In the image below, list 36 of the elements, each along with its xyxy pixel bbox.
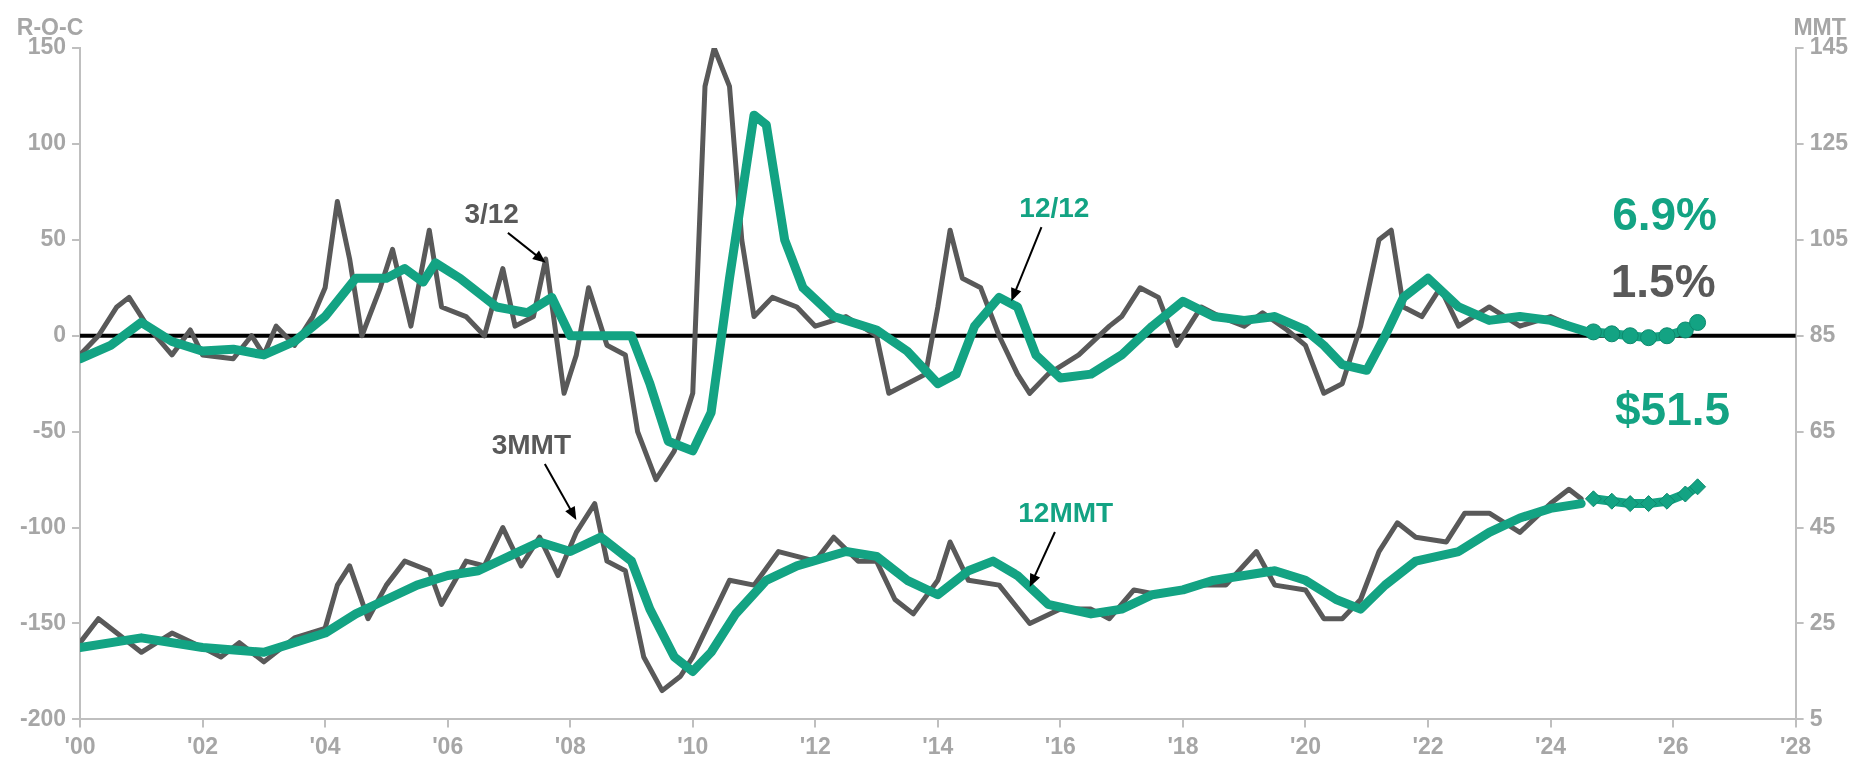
annotation: 12MMT <box>1018 496 1114 528</box>
x-tick-label: '06 <box>432 732 464 759</box>
annotation: 1.5% <box>1610 254 1716 307</box>
y-tick-label: -100 <box>19 512 67 539</box>
x-tick-label: '20 <box>1289 732 1321 759</box>
x-tick-label: '00 <box>64 732 96 759</box>
y-tick-label: -150 <box>19 608 67 635</box>
y-tick-label: -50 <box>32 417 67 443</box>
y2-tick-label: 45 <box>1809 512 1836 539</box>
x-tick-label: '14 <box>922 732 954 759</box>
y2-tick-label: 65 <box>1809 417 1836 443</box>
y2-tick-label: 25 <box>1809 608 1836 635</box>
annotation: 12/12 <box>1019 191 1090 223</box>
x-tick-label: '10 <box>677 732 709 759</box>
y2-tick-label: 85 <box>1809 321 1836 348</box>
y2-tick-label: 105 <box>1809 225 1849 252</box>
x-tick-label: '12 <box>799 732 831 759</box>
x-tick-label: '26 <box>1657 732 1689 759</box>
annotation: 3MMT <box>491 428 571 460</box>
x-tick-label: '04 <box>309 732 341 759</box>
y2-tick-label: 5 <box>1809 704 1823 731</box>
x-tick-label: '18 <box>1167 732 1199 759</box>
y2-tick-label: 125 <box>1809 129 1849 156</box>
x-tick-label: '28 <box>1780 732 1812 759</box>
annotation: 3/12 <box>464 197 519 229</box>
x-tick-label: '16 <box>1044 732 1076 759</box>
y-tick-label: 50 <box>40 225 67 252</box>
annotation: $51.5 <box>1615 383 1731 436</box>
x-tick-label: '22 <box>1412 732 1444 759</box>
y-tick-label: -200 <box>19 704 67 731</box>
x-tick-label: '24 <box>1535 732 1567 759</box>
annotation: 6.9% <box>1612 188 1718 241</box>
y-tick-label: 0 <box>53 321 67 348</box>
x-tick-label: '02 <box>187 732 219 759</box>
x-tick-label: '08 <box>554 732 586 759</box>
y-tick-label: 100 <box>27 129 67 156</box>
